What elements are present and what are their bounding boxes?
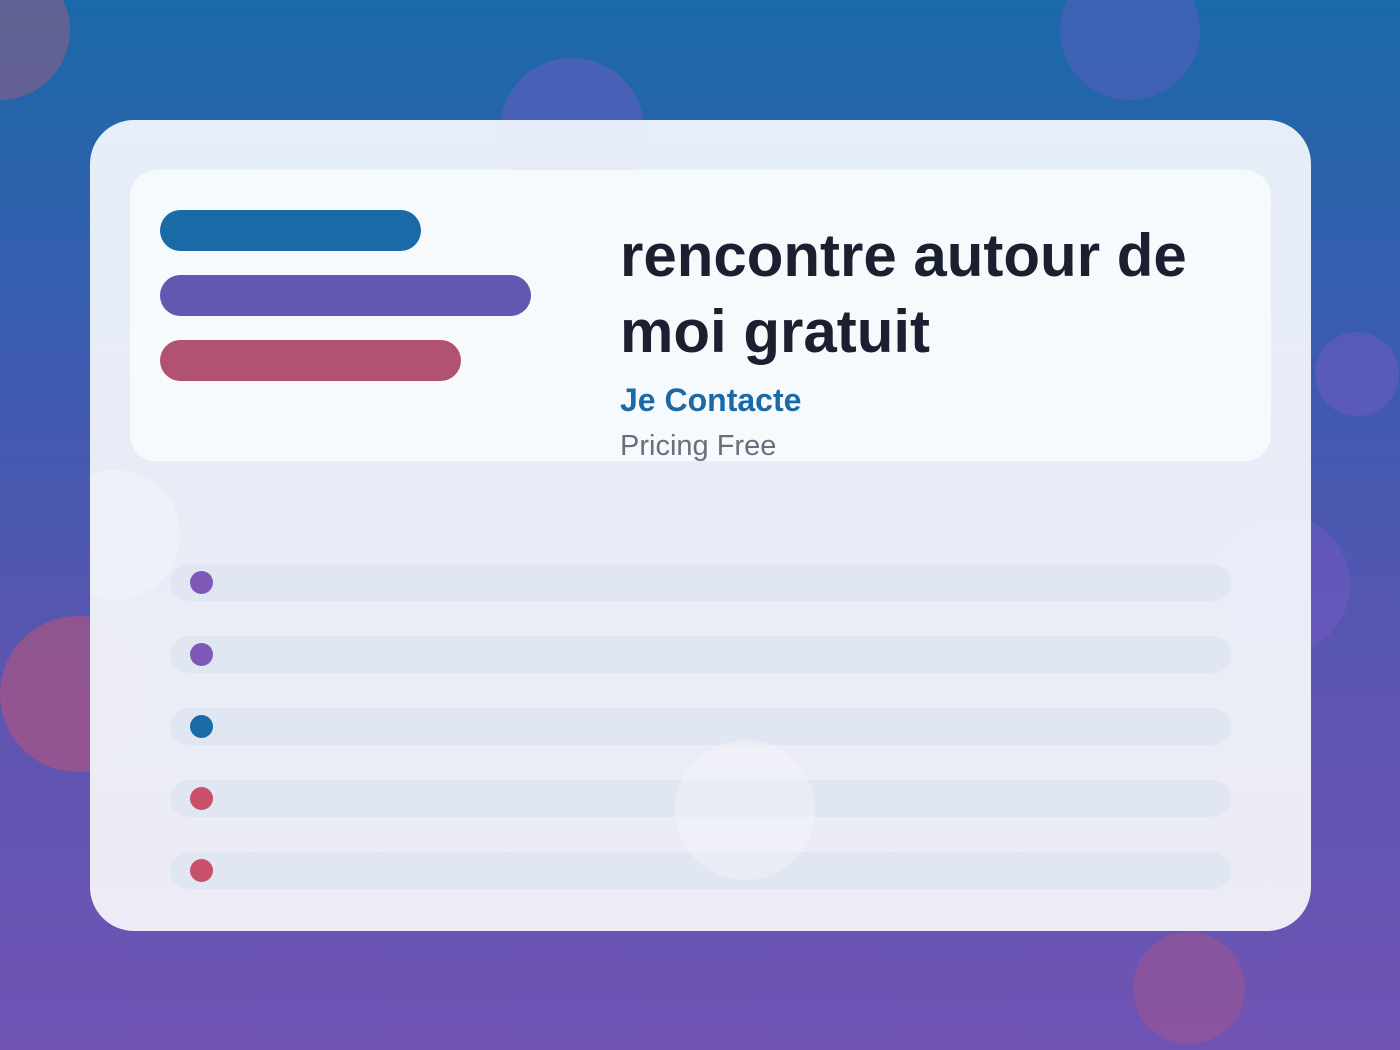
background-bubble — [0, 0, 70, 100]
background-bubble — [90, 470, 180, 600]
list-item[interactable] — [170, 636, 1231, 673]
background-bubble — [1060, 0, 1200, 100]
list-item[interactable] — [170, 708, 1231, 745]
main-card: rencontre autour de moi gratuit Je Conta… — [90, 120, 1311, 931]
decorative-pill-blue — [160, 210, 421, 251]
background-bubble — [675, 740, 815, 880]
background-bubble — [1133, 932, 1245, 1044]
feature-list — [170, 564, 1231, 924]
bullet-dot-icon — [190, 643, 213, 666]
hero-panel: rencontre autour de moi gratuit Je Conta… — [130, 170, 1271, 461]
decorative-pill-rose — [160, 340, 461, 381]
decorative-pill-purple — [160, 275, 531, 316]
background-bubble — [1315, 332, 1399, 416]
bullet-dot-icon — [190, 715, 213, 738]
bullet-dot-icon — [190, 571, 213, 594]
bullet-dot-icon — [190, 787, 213, 810]
contact-link[interactable]: Je Contacte — [620, 380, 801, 420]
pricing-label: Pricing Free — [620, 428, 1260, 464]
hero-text-block: rencontre autour de moi gratuit Je Conta… — [620, 218, 1260, 464]
page-title: rencontre autour de moi gratuit — [620, 218, 1260, 370]
bullet-dot-icon — [190, 859, 213, 882]
list-item[interactable] — [170, 564, 1231, 601]
